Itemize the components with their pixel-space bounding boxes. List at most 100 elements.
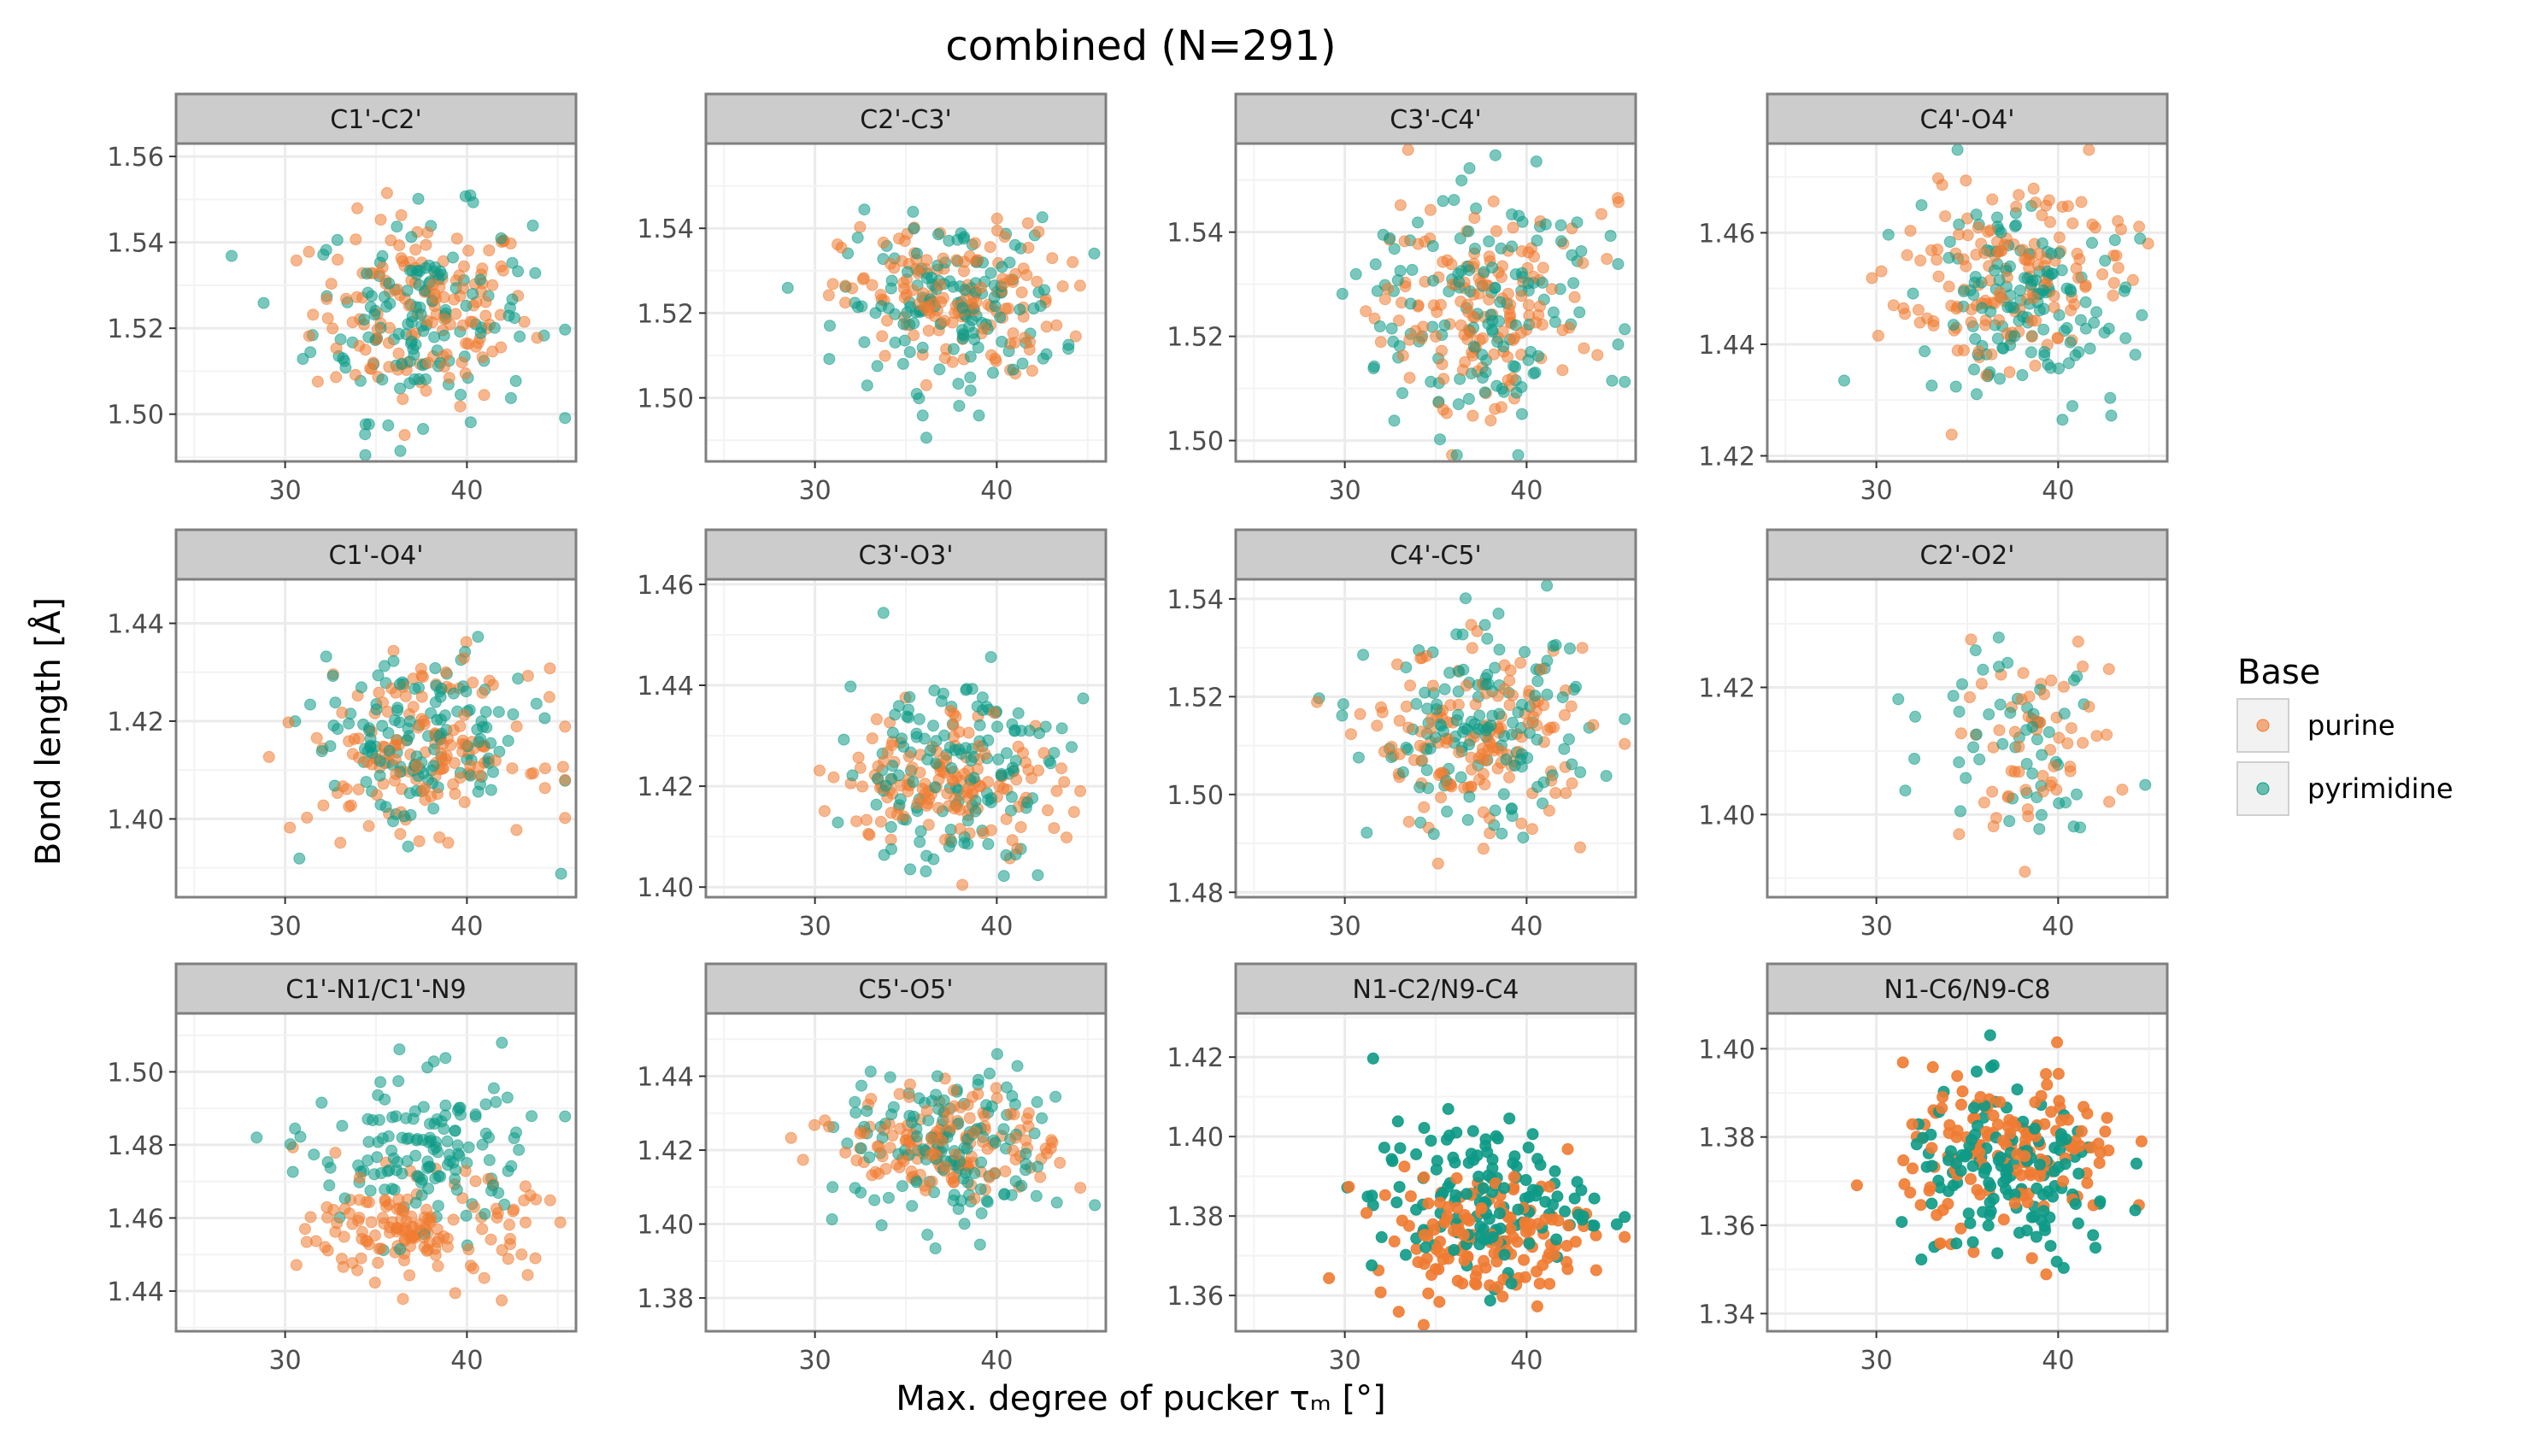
data-point-pyrimidine	[1994, 1151, 2007, 1164]
y-tick-label: 1.50	[637, 385, 694, 414]
data-point-pyrimidine	[495, 232, 508, 244]
data-point-pyrimidine	[2007, 302, 2020, 314]
data-point-purine	[2024, 1166, 2036, 1179]
data-point-pyrimidine	[323, 1179, 336, 1192]
data-point-pyrimidine	[1976, 302, 1989, 314]
data-point-purine	[1451, 1201, 1464, 1214]
data-point-purine	[1408, 754, 1420, 766]
data-point-pyrimidine	[1516, 698, 1528, 711]
data-point-pyrimidine	[2001, 1163, 2013, 1176]
data-point-pyrimidine	[1410, 1148, 1423, 1160]
data-point-pyrimidine	[972, 341, 984, 354]
data-point-pyrimidine	[975, 1207, 988, 1219]
y-tick-label: 1.44	[637, 1063, 694, 1093]
data-point-purine	[1997, 1135, 2009, 1148]
data-point-pyrimidine	[1564, 643, 1576, 655]
data-point-pyrimidine	[1899, 784, 1912, 797]
data-point-pyrimidine	[974, 1183, 987, 1195]
data-point-pyrimidine	[902, 266, 914, 279]
data-point-pyrimidine	[479, 706, 492, 719]
data-point-purine	[393, 738, 406, 751]
data-point-purine	[1074, 784, 1087, 797]
data-point-pyrimidine	[2089, 1242, 2101, 1254]
data-point-purine	[362, 819, 375, 832]
data-point-purine	[1404, 1190, 1417, 1202]
data-point-purine	[340, 783, 353, 796]
data-point-pyrimidine	[1036, 211, 1049, 224]
data-point-pyrimidine	[441, 1135, 454, 1148]
data-point-pyrimidine	[373, 754, 386, 767]
data-point-purine	[1323, 1271, 1336, 1284]
data-point-pyrimidine	[403, 787, 416, 800]
data-point-pyrimidine	[1925, 1160, 1938, 1172]
data-point-purine	[2056, 201, 2069, 213]
data-point-pyrimidine	[2055, 264, 2068, 277]
data-point-purine	[1412, 238, 1425, 250]
data-point-pyrimidine	[1956, 678, 1968, 690]
facet-strip-label: N1-C6/N9-C8	[1884, 975, 2051, 1005]
data-point-pyrimidine	[903, 346, 916, 358]
x-axis-label: Max. degree of pucker τₘ [°]	[896, 1379, 1385, 1418]
data-point-pyrimidine	[1523, 1237, 1536, 1250]
data-point-pyrimidine	[875, 1219, 888, 1231]
data-point-pyrimidine	[1465, 1148, 1478, 1160]
data-point-purine	[447, 1213, 460, 1226]
data-point-purine	[947, 707, 960, 720]
data-point-pyrimidine	[1375, 1230, 1388, 1243]
data-point-purine	[1469, 698, 1482, 711]
data-point-purine	[438, 313, 450, 326]
y-tick-label: 1.42	[637, 772, 694, 802]
data-point-pyrimidine	[1479, 1139, 1492, 1152]
data-point-purine	[1466, 763, 1478, 776]
data-point-pyrimidine	[1486, 1154, 1499, 1165]
data-point-purine	[2073, 253, 2086, 266]
data-point-pyrimidine	[1486, 1230, 1499, 1243]
data-point-purine	[317, 799, 330, 812]
data-point-purine	[559, 812, 572, 825]
data-point-purine	[510, 824, 523, 837]
data-point-pyrimidine	[1489, 282, 1502, 295]
data-point-pyrimidine	[1991, 1247, 2004, 1259]
legend-label: purine	[2307, 709, 2395, 742]
data-point-purine	[999, 302, 1012, 315]
data-point-pyrimidine	[868, 1194, 881, 1206]
data-point-pyrimidine	[1406, 263, 1419, 276]
data-point-pyrimidine	[1486, 261, 1499, 274]
data-point-pyrimidine	[420, 373, 432, 385]
data-point-purine	[1531, 1218, 1544, 1230]
data-point-pyrimidine	[1539, 1195, 1552, 1208]
data-point-purine	[1437, 403, 1449, 416]
y-tick-label: 1.54	[1167, 219, 1224, 249]
data-point-pyrimidine	[913, 713, 926, 725]
data-point-pyrimidine	[460, 1209, 473, 1222]
data-point-pyrimidine	[997, 870, 1010, 883]
data-point-purine	[1488, 348, 1501, 361]
data-point-purine	[935, 1134, 948, 1147]
facet-strip-label: N1-C2/N9-C4	[1353, 975, 1519, 1005]
legend: Base purine pyrimidine	[2236, 653, 2454, 816]
data-point-pyrimidine	[449, 1124, 461, 1137]
data-point-pyrimidine	[1007, 363, 1020, 376]
data-point-purine	[437, 738, 450, 750]
data-point-pyrimidine	[444, 1154, 456, 1167]
data-point-pyrimidine	[1369, 258, 1382, 271]
y-tick-label: 1.48	[1167, 878, 1224, 908]
data-point-pyrimidine	[409, 1196, 422, 1209]
data-point-purine	[1925, 244, 1937, 256]
data-point-purine	[1371, 719, 1384, 732]
data-point-purine	[2041, 1078, 2054, 1091]
data-point-purine	[1354, 707, 1366, 720]
data-point-purine	[559, 720, 572, 733]
data-point-purine	[2081, 1107, 2094, 1120]
data-point-pyrimidine	[1568, 1192, 1581, 1205]
data-point-pyrimidine	[2139, 778, 2152, 791]
data-point-purine	[911, 797, 924, 810]
data-point-pyrimidine	[1577, 1210, 1590, 1223]
data-point-pyrimidine	[952, 378, 965, 390]
data-point-pyrimidine	[1089, 1199, 1102, 1212]
data-point-pyrimidine	[1373, 320, 1386, 332]
data-point-purine	[1994, 244, 2007, 257]
data-point-pyrimidine	[427, 760, 440, 772]
data-point-pyrimidine	[2060, 321, 2073, 334]
data-point-pyrimidine	[408, 683, 421, 696]
